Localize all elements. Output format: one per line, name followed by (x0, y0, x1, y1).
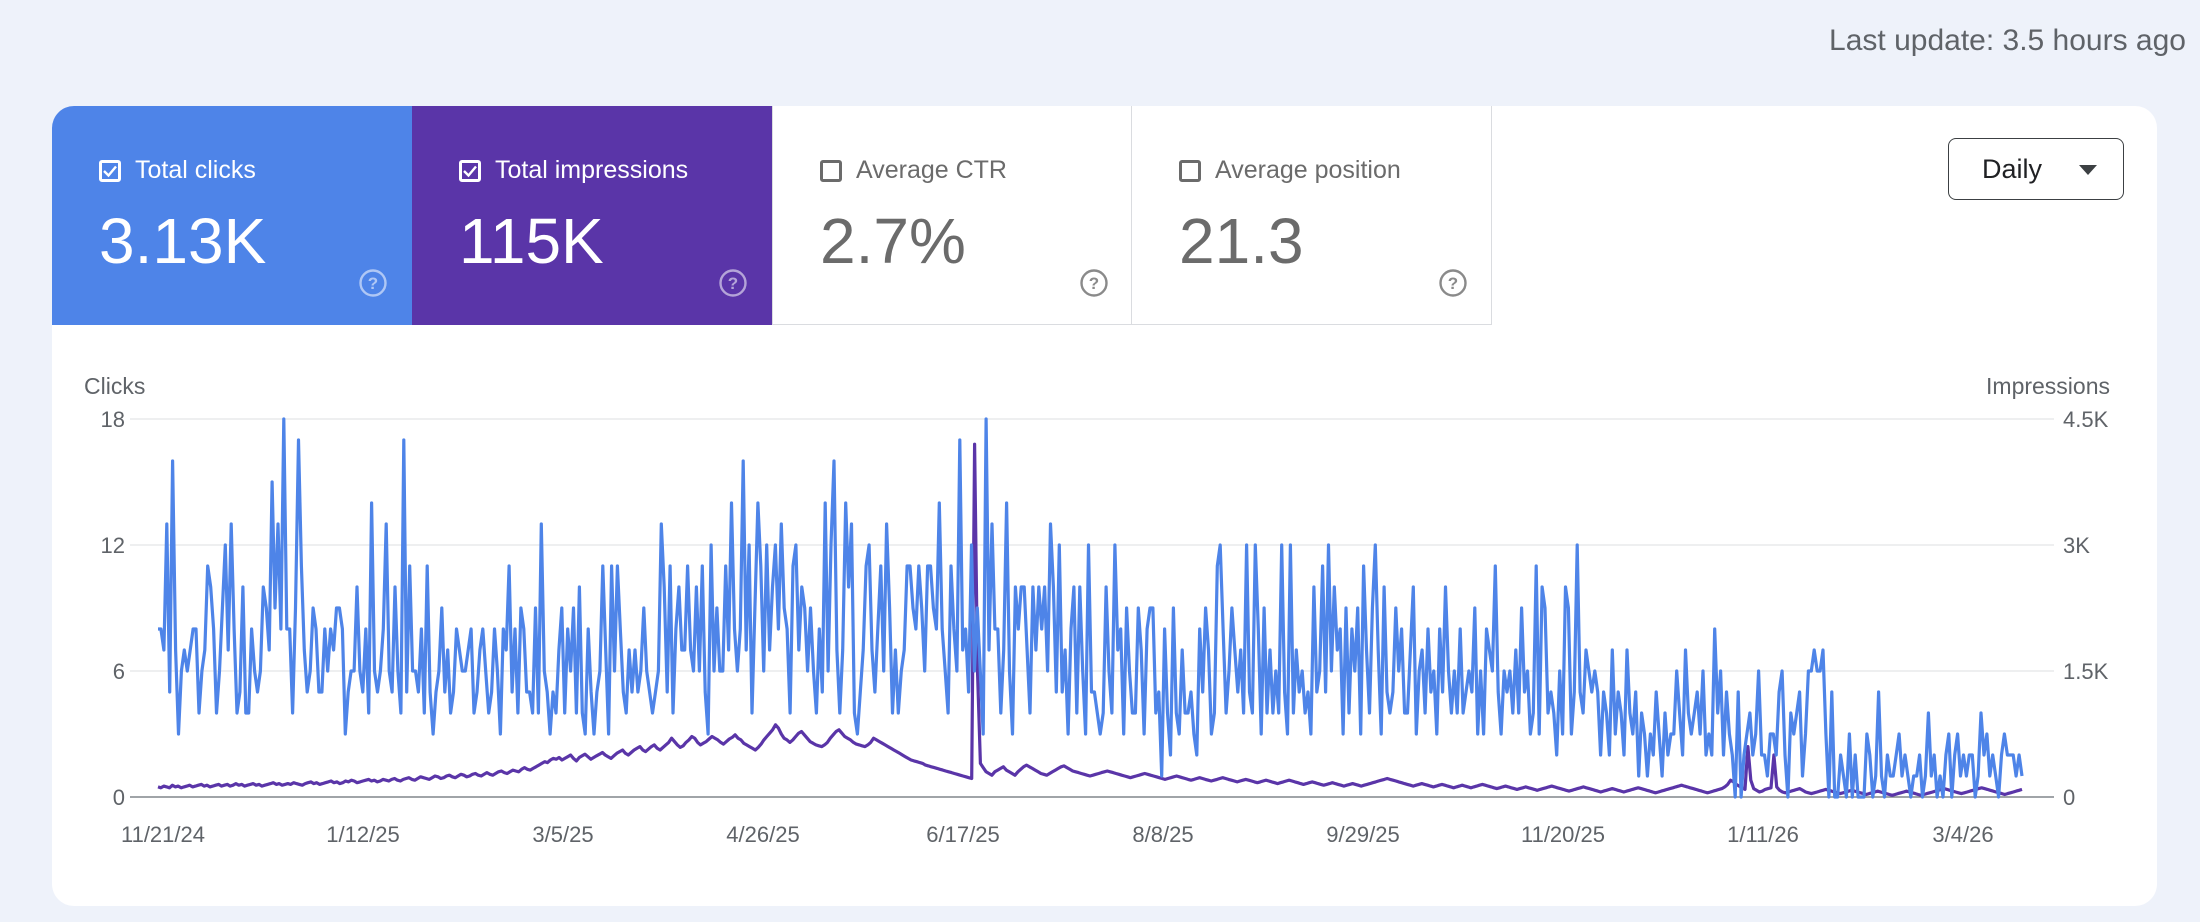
checkbox-icon[interactable] (99, 159, 121, 182)
x-tick-label: 3/4/26 (1932, 822, 1993, 847)
metric-tile-total-clicks[interactable]: Total clicks 3.13K ? (52, 106, 412, 325)
y-axis-left-title: Clicks (84, 373, 145, 399)
svg-text:?: ? (368, 274, 378, 293)
checkbox-icon[interactable] (459, 159, 481, 182)
y-right-tick-label: 3K (2063, 533, 2090, 558)
metric-tiles: Total clicks 3.13K ? Total impressions 1… (52, 106, 1492, 325)
help-circle-icon[interactable]: ? (1079, 268, 1109, 303)
x-axis: 11/21/24 1/12/25 3/5/25 4/26/25 6/17/25 8/8/2… (121, 822, 1994, 847)
metric-label: Average position (1215, 156, 1401, 184)
metric-label: Total impressions (495, 156, 689, 184)
metric-tile-average-ctr[interactable]: Average CTR 2.7% ? (772, 106, 1132, 325)
y-axis-right-title: Impressions (1986, 373, 2110, 399)
x-tick-label: 11/20/25 (1521, 822, 1605, 847)
metric-tile-average-position[interactable]: Average position 21.3 ? (1132, 106, 1492, 325)
clicks-series-line (158, 417, 2024, 799)
grid-lines (130, 418, 2054, 798)
x-tick-label: 3/5/25 (532, 822, 593, 847)
y-left-tick-label: 6 (113, 659, 125, 684)
metric-tile-total-impressions[interactable]: Total impressions 115K ? (412, 106, 772, 325)
checkbox-icon[interactable] (820, 159, 842, 182)
metric-label: Total clicks (135, 156, 256, 184)
y-right-tick-label: 1.5K (2063, 659, 2109, 684)
last-update-text: Last update: 3.5 hours ago (1829, 24, 2186, 57)
y-left-tick-label: 12 (101, 533, 125, 558)
period-select-label: Daily (1982, 153, 2043, 184)
help-circle-icon[interactable]: ? (718, 268, 748, 303)
performance-card: Total clicks 3.13K ? Total impressions 1… (52, 106, 2157, 906)
help-circle-icon[interactable]: ? (358, 268, 388, 303)
svg-text:?: ? (728, 274, 738, 293)
metric-label: Average CTR (856, 156, 1007, 184)
caret-down-icon (2079, 165, 2097, 175)
metric-value: 115K (459, 205, 604, 277)
checkbox-icon[interactable] (1179, 159, 1201, 182)
impressions-series-line (157, 442, 2023, 797)
y-axis-left: 0 6 12 18 (101, 407, 125, 810)
y-axis-right: 0 1.5K 3K 4.5K (2063, 407, 2109, 810)
x-tick-label: 9/29/25 (1326, 822, 1399, 847)
period-select[interactable]: Daily (1948, 138, 2124, 200)
svg-text:?: ? (1448, 274, 1458, 293)
performance-chart: Clicks Impressions 0 6 12 18 0 1.5K 3K 4.5K 11… (84, 373, 2110, 847)
checkmark-icon (103, 165, 117, 177)
x-tick-label: 1/11/26 (1727, 822, 1799, 847)
checkmark-icon (463, 165, 477, 177)
y-right-tick-label: 4.5K (2063, 407, 2109, 432)
help-circle-icon[interactable]: ? (1438, 268, 1468, 303)
metric-value: 21.3 (1179, 205, 1304, 277)
x-tick-label: 8/8/25 (1132, 822, 1193, 847)
x-tick-label: 6/17/25 (926, 822, 999, 847)
x-tick-label: 11/21/24 (121, 822, 205, 847)
svg-text:?: ? (1089, 274, 1099, 293)
x-tick-label: 4/26/25 (726, 822, 799, 847)
y-right-tick-label: 0 (2063, 785, 2075, 810)
y-left-tick-label: 18 (101, 407, 125, 432)
x-tick-label: 1/12/25 (326, 822, 399, 847)
metric-value: 2.7% (820, 205, 966, 277)
y-left-tick-label: 0 (113, 785, 125, 810)
series-lines (157, 417, 2024, 799)
metric-value: 3.13K (99, 205, 267, 277)
